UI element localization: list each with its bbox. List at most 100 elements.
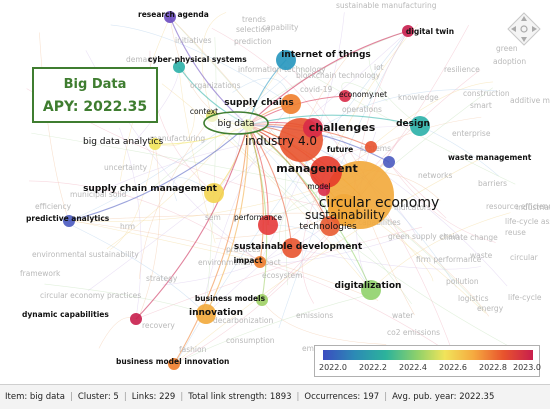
status-cluster-value: 5 [113, 392, 119, 402]
legend-tick: 2023.0 [513, 363, 541, 372]
pan-down-icon[interactable] [521, 37, 527, 42]
node-label-industry-4-0[interactable]: industry 4.0 [245, 134, 317, 148]
faint-link [205, 211, 322, 315]
node-digitalization[interactable] [361, 280, 381, 300]
faint-link [370, 212, 511, 291]
faint-link [57, 218, 207, 315]
node-label-future[interactable]: future [327, 145, 353, 154]
node-label-sustainability[interactable]: sustainability [305, 208, 385, 222]
node-label-business-models[interactable]: business models [195, 294, 266, 303]
node-model[interactable] [318, 184, 330, 196]
node-design[interactable] [410, 116, 430, 136]
node-label-cyber-physical-systems[interactable]: cyber-physical systems [148, 55, 247, 64]
node-label-waste-management[interactable]: waste management [448, 153, 532, 162]
node-label-challenges[interactable]: challenges [309, 121, 376, 134]
network-visualization[interactable]: sustainable manufacturing trends selection… [0, 0, 550, 383]
node-technologies[interactable] [320, 216, 340, 236]
faint-term-label: energy [477, 304, 504, 313]
faint-term-label: recovery [142, 321, 175, 330]
legend-tick: 2022.8 [479, 363, 507, 372]
node-label-digital-twin[interactable]: digital twin [406, 27, 454, 36]
faint-term-label: life-cycle assessment [505, 217, 550, 226]
faint-term-label: logistics [458, 294, 489, 303]
node-impact[interactable] [254, 256, 266, 268]
pan-left-icon[interactable] [511, 26, 516, 32]
node-label-innovation[interactable]: innovation [189, 308, 243, 318]
node-label-performance[interactable]: performance [234, 213, 282, 222]
faint-term-label: knowledge [398, 93, 439, 102]
reset-view-icon[interactable] [520, 25, 528, 33]
node-business-models[interactable] [256, 294, 268, 306]
faint-term-label: sem [205, 213, 221, 222]
link-business-model-innovation [173, 124, 249, 365]
pan-up-icon[interactable] [521, 16, 527, 21]
faint-term-label: industrial symbiosis [516, 203, 550, 212]
node-cyber-physical-systems[interactable] [173, 61, 185, 73]
node-big-data-analytics[interactable] [149, 138, 161, 150]
node-digital-twin[interactable] [402, 25, 414, 37]
faint-term-label: adoption [493, 57, 526, 66]
node-label-sustainable-development[interactable]: sustainable development [234, 242, 363, 252]
link-dynamic-capabilities [135, 124, 249, 320]
status-avg-pub-year: Avg. pub. year: 2022.35 [392, 392, 495, 402]
faint-term-label: circular economy practices [40, 291, 141, 300]
faint-link [137, 143, 161, 322]
node-label-supply-chains[interactable]: supply chains [224, 98, 293, 108]
faint-link [39, 32, 70, 222]
faint-term-label: hrm [120, 222, 135, 231]
pan-right-icon[interactable] [532, 26, 537, 32]
node-waste-management[interactable] [383, 156, 395, 168]
pan-zoom-control[interactable] [505, 10, 543, 48]
faint-link [211, 115, 528, 357]
network-canvas[interactable]: sustainable manufacturing trendsselection… [0, 0, 550, 383]
node-label-design[interactable]: design [396, 119, 430, 129]
node-label-model[interactable]: model [307, 182, 330, 191]
status-separator: | [296, 392, 300, 402]
node-label-internet-of-things[interactable]: internet of things [281, 50, 371, 60]
node-economy-net[interactable] [339, 90, 351, 102]
status-separator: | [123, 392, 127, 402]
node-label-digitalization[interactable]: digitalization [335, 281, 402, 291]
node-supply-chains[interactable] [281, 94, 301, 114]
node-predictive-analytics[interactable] [63, 215, 75, 227]
node-performance[interactable] [258, 215, 278, 235]
faint-link [135, 226, 423, 320]
faint-term-label: uncertainty [104, 163, 148, 172]
legend-tick: 2022.0 [319, 363, 347, 372]
zoom-pan-icon[interactable] [507, 12, 541, 46]
node-label-technologies[interactable]: technologies [299, 222, 357, 232]
node-label-economy-net[interactable]: economy.net [339, 90, 387, 99]
node-label-context[interactable]: context [190, 107, 218, 116]
node-dynamic-capabilities[interactable] [130, 313, 142, 325]
node-sustainable-development[interactable] [282, 238, 302, 258]
faint-term-label: demand [126, 55, 157, 64]
node-label-predictive-analytics[interactable]: predictive analytics [26, 214, 110, 223]
node-label-management[interactable]: management [276, 162, 358, 175]
link-innovation [205, 124, 249, 315]
node-label-big-data[interactable]: big data [217, 119, 254, 129]
faint-link [61, 217, 261, 263]
node-innovation[interactable] [196, 304, 216, 324]
faint-link [291, 247, 482, 270]
node-label-dynamic-capabilities[interactable]: dynamic capabilities [22, 310, 109, 319]
link-performance [247, 124, 269, 226]
selected-item-apy: APY: 2022.35 [42, 99, 148, 115]
faint-term-label: additive manufacturing [510, 96, 550, 105]
node-challenges[interactable] [303, 118, 323, 138]
nodes-layer [63, 11, 430, 370]
node-label-circular-economy[interactable]: circular economy [319, 195, 440, 211]
node-label-impact[interactable]: impact [234, 256, 263, 265]
node-management[interactable] [310, 156, 342, 188]
node-label-supply-chain-management[interactable]: supply chain management [83, 184, 218, 194]
node-internet-of-things[interactable] [276, 50, 296, 70]
node-label-business-model-innovation[interactable]: business model innovation [116, 357, 229, 366]
node-business-model-innovation[interactable] [168, 358, 180, 370]
node-supply-chain-management[interactable] [204, 183, 224, 203]
node-label-big-data-analytics[interactable]: big data analytics [83, 137, 163, 147]
faint-term-label: climate change [440, 233, 498, 242]
selected-item-title: Big Data [63, 77, 127, 92]
node-label-research-agenda[interactable]: research agenda [138, 10, 209, 19]
node-future[interactable] [365, 141, 377, 153]
node-research-agenda[interactable] [164, 11, 176, 23]
